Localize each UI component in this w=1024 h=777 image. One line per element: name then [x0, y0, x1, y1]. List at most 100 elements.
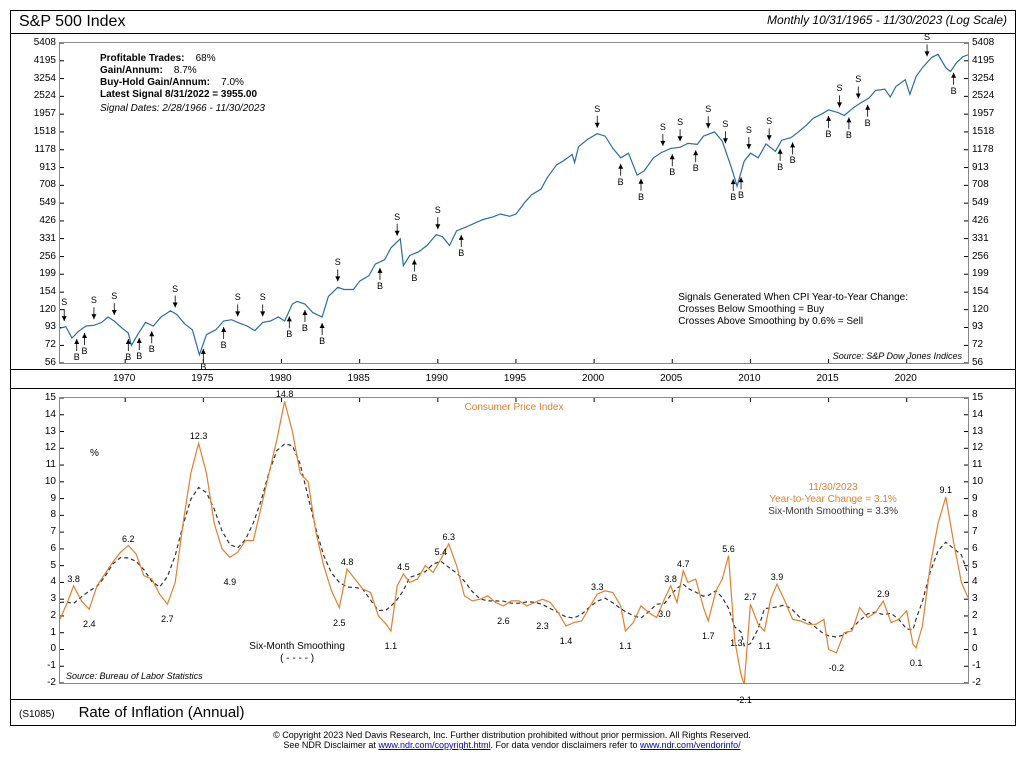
signal-S: S [660, 123, 666, 132]
ytick: 15 [968, 393, 1012, 403]
ytick: 1518 [16, 127, 60, 137]
peak-label: 2.3 [536, 621, 549, 631]
xaxis-strip: 1970197519801985199019952000200520102015… [11, 370, 1015, 389]
peak-label: 4.9 [224, 577, 237, 587]
ytick: -2 [16, 678, 60, 688]
peak-label: 4.8 [341, 557, 354, 567]
signal-B: B [790, 156, 796, 165]
signal-B: B [136, 352, 142, 361]
ytick: 199 [16, 269, 60, 279]
peak-label: 12.3 [190, 431, 208, 441]
signal-S: S [61, 298, 67, 307]
ytick: 56 [968, 358, 1012, 368]
signal-S: S [705, 105, 711, 114]
signal-S: S [91, 296, 97, 305]
ytick: 331 [16, 234, 60, 244]
xtick: 1970 [113, 371, 135, 384]
peak-label: 5.4 [435, 547, 448, 557]
signal-B: B [730, 193, 736, 202]
peak-label: 3.8 [664, 574, 677, 584]
ytick: 13 [16, 427, 60, 437]
date-range: Monthly 10/31/1965 - 11/30/2023 (Log Sca… [767, 13, 1007, 31]
ytick: 56 [16, 358, 60, 368]
signal-B: B [846, 131, 852, 140]
signal-S: S [677, 118, 683, 127]
ytick: 12 [16, 443, 60, 453]
signal-S: S [235, 293, 241, 302]
peak-label: 1.1 [385, 641, 398, 651]
ytick: -2 [968, 678, 1012, 688]
ytick: 13 [968, 427, 1012, 437]
ytick: 120 [16, 305, 60, 315]
ytick: 256 [16, 252, 60, 262]
signal-B: B [669, 168, 675, 177]
ytick: 15 [16, 393, 60, 403]
peak-label: 4.7 [677, 559, 690, 569]
signal-S: S [260, 293, 266, 302]
xtick: 2020 [895, 371, 917, 384]
signal-B: B [377, 282, 383, 291]
ytick: 708 [968, 180, 1012, 190]
signal-B: B [865, 119, 871, 128]
ytick: 154 [968, 287, 1012, 297]
copyright-line1: © Copyright 2023 Ned Davis Research, Inc… [273, 730, 751, 740]
ytick: 14 [968, 410, 1012, 420]
xtick: 2015 [816, 371, 838, 384]
signal-S: S [746, 126, 752, 135]
peak-label: 14.8 [276, 389, 294, 399]
copyright-link1[interactable]: www.ndr.com/copyright.html [378, 740, 490, 750]
copyright-link2[interactable]: www.ndr.com/vendorinfo/ [640, 740, 741, 750]
ytick: 549 [16, 198, 60, 208]
signal-B: B [221, 341, 227, 350]
ytick: 7 [968, 527, 1012, 537]
ytick: 3 [16, 594, 60, 604]
smooth-label: Six-Month Smoothing( - - - - ) [249, 641, 345, 665]
xtick: 1985 [348, 371, 370, 384]
ytick: 6 [968, 544, 1012, 554]
footer-title: Rate of Inflation (Annual) [79, 704, 245, 721]
sp500-panel: 5408540841954195325432542524252419571957… [11, 34, 1015, 370]
ytick: 256 [968, 252, 1012, 262]
peak-label: 6.2 [122, 534, 135, 544]
ytick: 93 [16, 322, 60, 332]
ytick: 7 [16, 527, 60, 537]
signal-B: B [74, 353, 80, 362]
ytick: 2 [968, 611, 1012, 621]
signal-note: Signals Generated When CPI Year-to-Year … [678, 292, 908, 328]
ytick: 11 [968, 460, 1012, 470]
signal-B: B [125, 353, 131, 362]
cpi-plot: 1515141413131212111110109988776655443322… [59, 397, 969, 684]
ytick: 10 [16, 477, 60, 487]
signal-S: S [722, 120, 728, 129]
ytick: 10 [968, 477, 1012, 487]
signal-S: S [766, 117, 772, 126]
signal-S: S [594, 105, 600, 114]
xtick: 1995 [504, 371, 526, 384]
header-row: S&P 500 Index Monthly 10/31/1965 - 11/30… [11, 11, 1015, 34]
xtick: 2005 [660, 371, 682, 384]
ytick: 3254 [16, 74, 60, 84]
peak-label: 5.6 [722, 544, 735, 554]
peak-label: 9.1 [940, 485, 953, 495]
ytick: 3254 [968, 74, 1012, 84]
ytick: 1957 [16, 109, 60, 119]
peak-label: -0.2 [829, 663, 845, 673]
cpi-title: Consumer Price Index [465, 402, 564, 414]
copyright: © Copyright 2023 Ned Davis Research, Inc… [10, 730, 1014, 750]
signal-S: S [394, 213, 400, 222]
ytick: 12 [968, 443, 1012, 453]
signal-B: B [302, 324, 308, 333]
ytick: 5408 [16, 38, 60, 48]
signal-B: B [82, 347, 88, 356]
peak-label: 1.1 [619, 641, 632, 651]
ytick: 3 [968, 594, 1012, 604]
ytick: 913 [16, 163, 60, 173]
ytick: 708 [16, 180, 60, 190]
peak-label: 3.8 [67, 574, 80, 584]
cpi-panel: 1515141413131212111110109988776655443322… [11, 389, 1015, 700]
peak-label: 2.7 [744, 592, 757, 602]
signal-B: B [951, 87, 957, 96]
signal-B: B [411, 274, 417, 283]
peak-label: 2.4 [83, 619, 96, 629]
ytick: 0 [968, 644, 1012, 654]
